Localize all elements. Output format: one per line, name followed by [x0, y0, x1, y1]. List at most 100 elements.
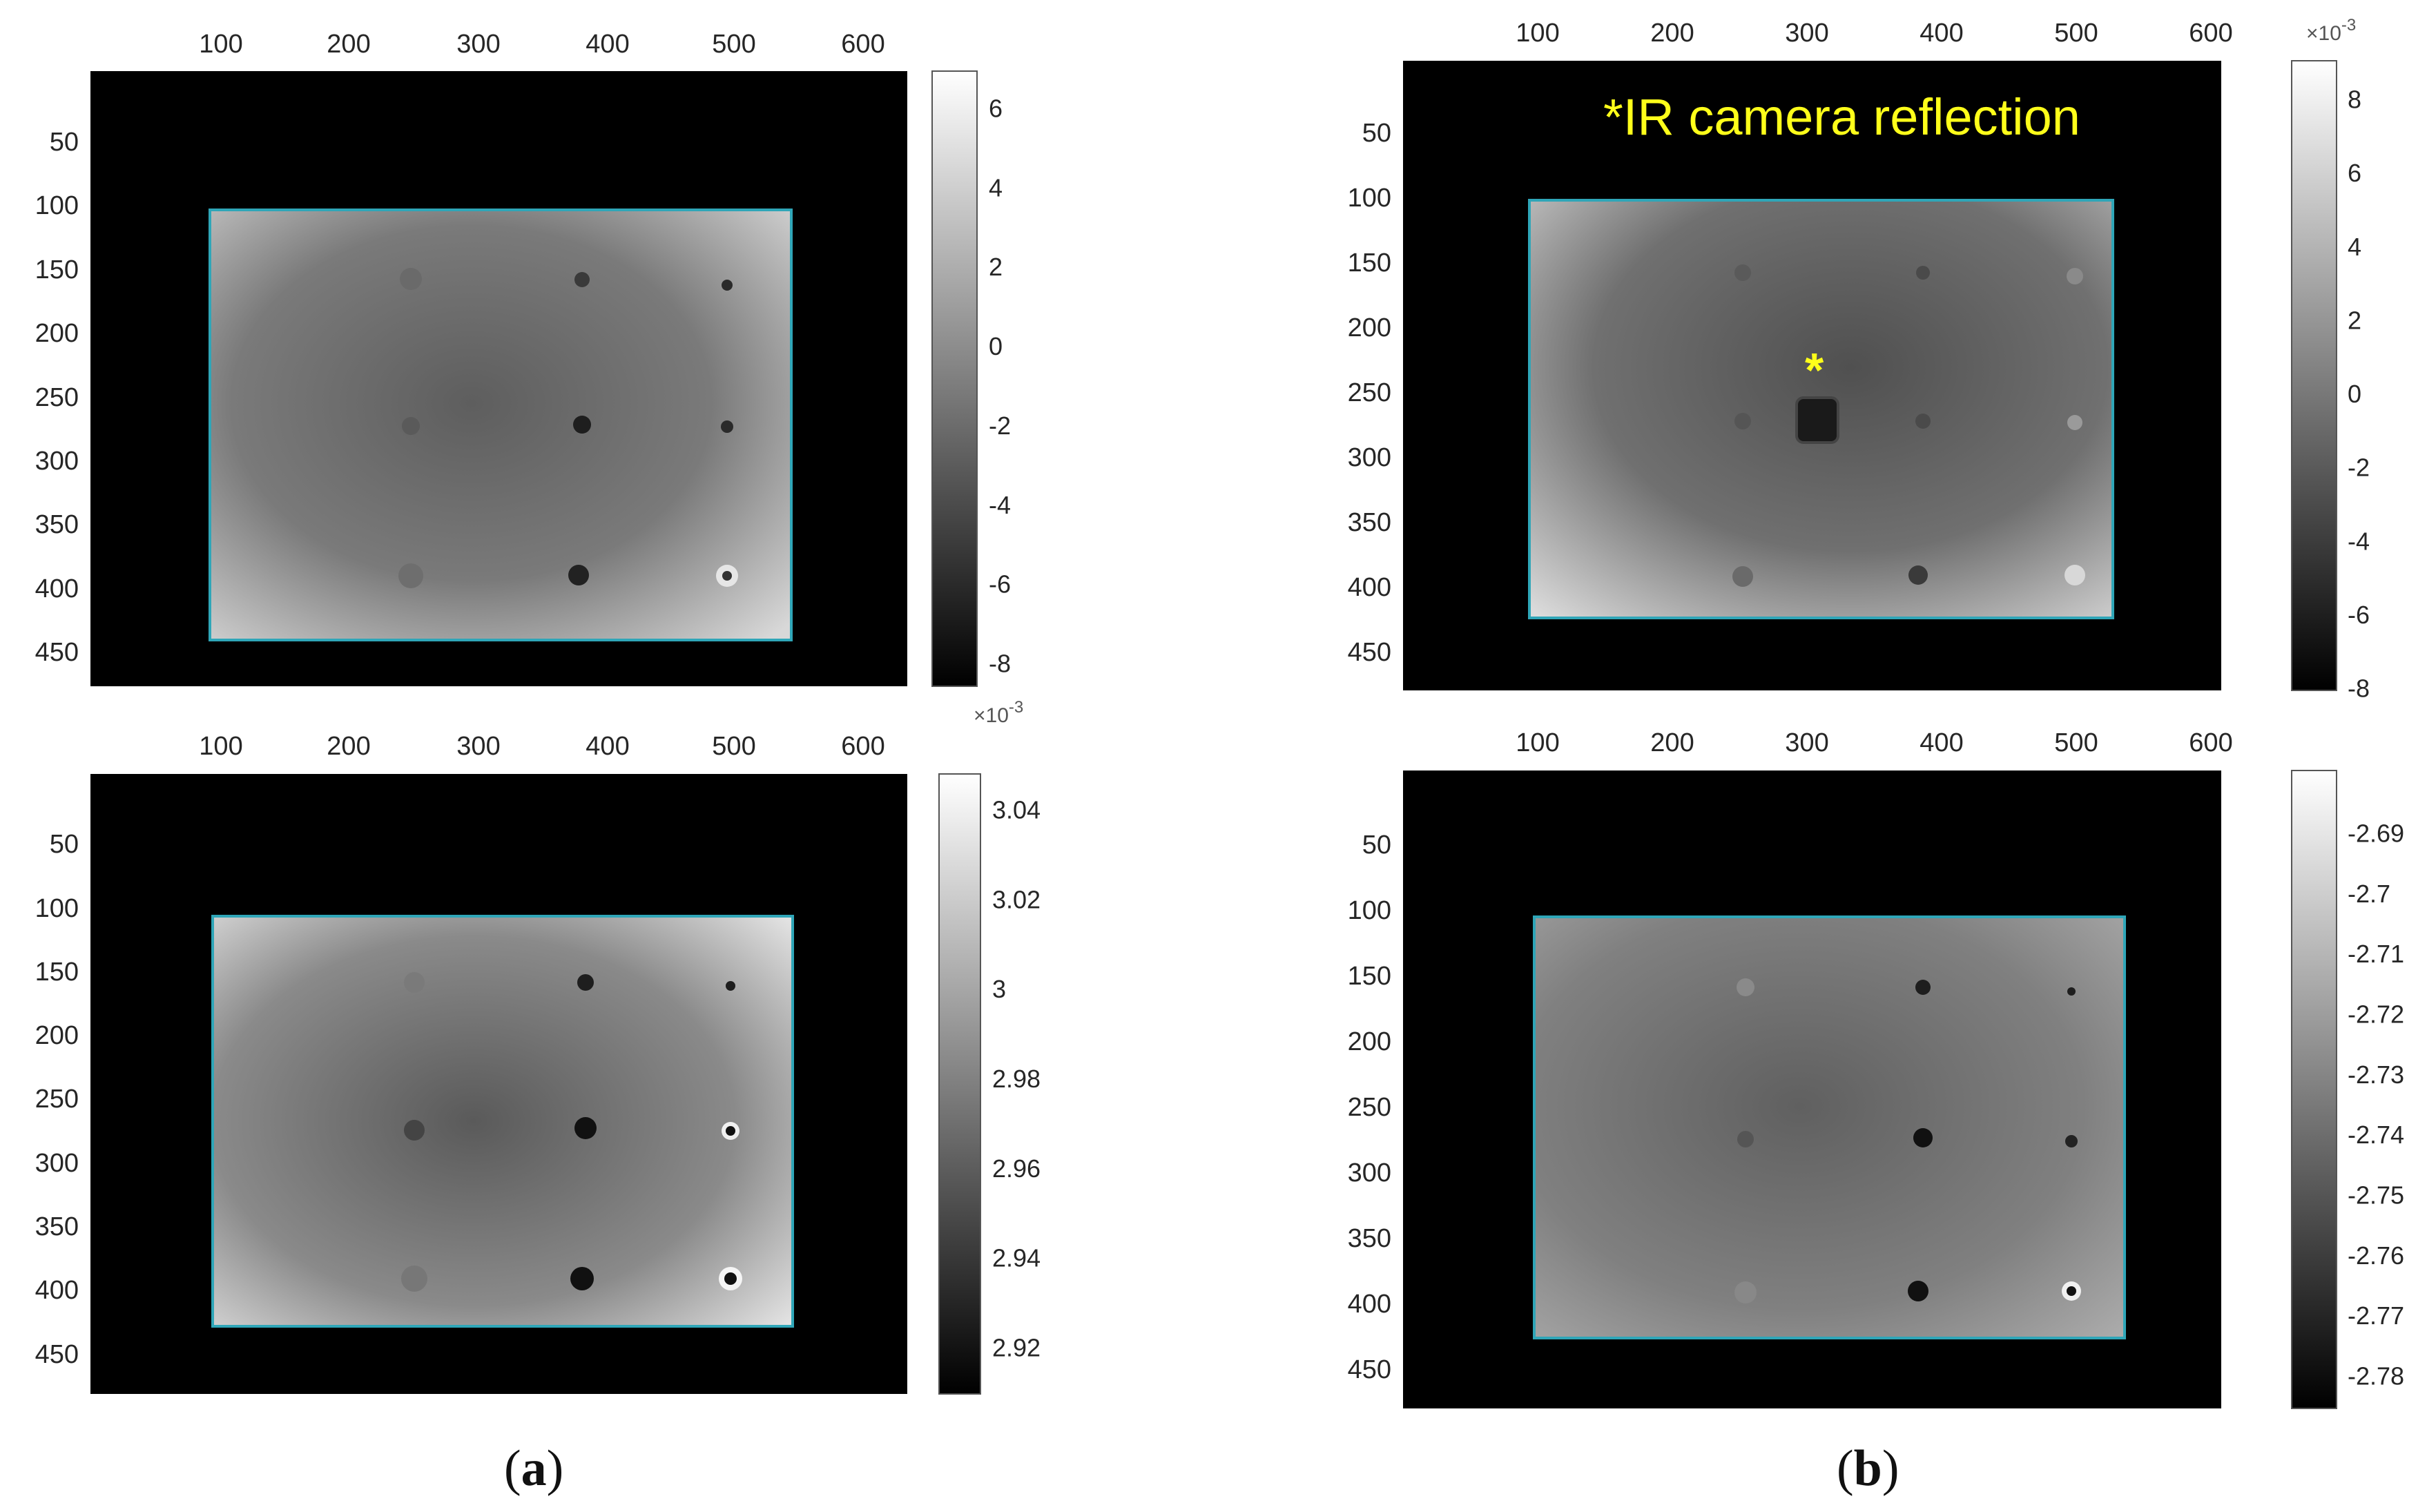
colorbar-tick-label: -4 — [2348, 527, 2370, 555]
y-tick-label: 450 — [1348, 638, 1391, 667]
x-tick-label: 100 — [1516, 19, 1559, 48]
x-tick-label: 600 — [841, 732, 884, 761]
x-tick-label: 100 — [199, 30, 242, 59]
colorbar-tick-label: -8 — [989, 650, 1011, 678]
colorbar-tick-label: -2.75 — [2348, 1181, 2404, 1210]
x-tick-label: 100 — [1516, 728, 1559, 757]
panel-a-top: 100 200 300 400 500 6005010015020025030035040… — [35, 30, 1011, 687]
caption-b-close: ) — [1882, 1440, 1899, 1497]
region-of-interest — [211, 915, 794, 1328]
colorbar-tick-label: 2 — [989, 253, 1003, 281]
colorbar — [2291, 770, 2337, 1409]
colorbar-tick-label: 2 — [2348, 306, 2361, 334]
colorbar-tick-label: 6 — [989, 95, 1003, 123]
y-tick-label: 100 — [35, 191, 79, 220]
y-tick-label: 200 — [35, 319, 79, 348]
y-tick-label: 250 — [35, 1085, 79, 1114]
y-tick-label: 250 — [1348, 378, 1391, 407]
ir-camera-reflection — [1795, 396, 1839, 444]
colorbar-tick-label: -2.72 — [2348, 1000, 2404, 1029]
y-tick-label: 350 — [35, 510, 79, 539]
panel-a-bottom: 100 200 300 400 500 600 50 100 150 200 250 300 350 40… — [35, 732, 1041, 1395]
colorbar-tick-label: -6 — [2348, 601, 2370, 629]
x-tick-label: 400 — [1920, 19, 1963, 48]
colorbar-exponent-b-top: ×10-3 — [2306, 16, 2356, 45]
x-tick-label: 400 — [1920, 728, 1963, 757]
y-tick-label: 200 — [35, 1021, 79, 1050]
y-tick-label: 50 — [50, 830, 79, 859]
colorbar-tick-label: -8 — [2348, 675, 2370, 703]
y-tick-label: 50 — [1362, 119, 1391, 148]
colorbar-tick-label: 2.92 — [992, 1334, 1041, 1362]
x-tick-label: 500 — [2054, 728, 2098, 757]
colorbar-exponent-a-bottom: ×10-3 — [974, 698, 1023, 727]
x-tick-label: 300 — [456, 30, 500, 59]
y-tick-label: 400 — [1348, 1290, 1391, 1319]
colorbar-tick-label: 2.98 — [992, 1065, 1041, 1093]
y-tick-label: 100 — [1348, 896, 1391, 925]
y-tick-label: 300 — [35, 1149, 79, 1178]
x-tick-label: 200 — [1650, 19, 1694, 48]
x-tick-label: 300 — [1785, 728, 1828, 757]
colorbar-tick-label: 0 — [2348, 380, 2361, 408]
y-tick-label: 450 — [35, 638, 79, 667]
caption-a-open: ( — [504, 1440, 521, 1497]
colorbar-tick-label: -2.73 — [2348, 1060, 2404, 1089]
caption-b: (b) — [1837, 1440, 1899, 1498]
x-tick-label: 400 — [586, 732, 629, 761]
colorbar-tick-label: 2.96 — [992, 1154, 1041, 1183]
y-tick-label: 150 — [1348, 962, 1391, 991]
panel-b-bottom: 100 200 300 400 500 600 50 100 150 200 250 300 350 40… — [1348, 728, 2404, 1409]
defect-spots — [1732, 264, 2085, 587]
region-of-interest — [209, 209, 793, 641]
caption-b-letter: b — [1853, 1440, 1882, 1497]
colorbar-tick-label: 6 — [2348, 159, 2361, 187]
y-tick-label: 400 — [1348, 573, 1391, 602]
reflection-marker: * — [1805, 343, 1824, 397]
colorbar-tick-label: 4 — [2348, 233, 2361, 261]
colorbar-tick-label: -2.74 — [2348, 1121, 2404, 1149]
y-tick-label: 150 — [35, 255, 79, 284]
defect-spots — [398, 268, 738, 588]
x-tick-label: 600 — [2189, 728, 2232, 757]
y-tick-label: 300 — [1348, 443, 1391, 472]
x-tick-label: 200 — [1650, 728, 1694, 757]
defect-spots — [1734, 978, 2081, 1303]
y-tick-label: 350 — [1348, 508, 1391, 537]
x-tick-label: 300 — [1785, 19, 1828, 48]
y-tick-label: 100 — [35, 894, 79, 923]
colorbar-tick-label: -2.76 — [2348, 1241, 2404, 1270]
x-tick-label: 500 — [712, 30, 755, 59]
x-tick-label: 100 — [199, 732, 242, 761]
y-tick-label: 100 — [1348, 184, 1391, 213]
colorbar-tick-label: -2 — [989, 411, 1011, 440]
colorbar — [938, 773, 981, 1395]
x-tick-label: 200 — [327, 30, 370, 59]
colorbar-tick-label: -2.7 — [2348, 880, 2390, 908]
colorbar-tick-label: -2.71 — [2348, 940, 2404, 968]
colorbar-tick-label: 0 — [989, 332, 1003, 360]
colorbar-tick-label: -2.77 — [2348, 1301, 2404, 1330]
x-tick-label: 400 — [586, 30, 629, 59]
y-tick-label: 250 — [1348, 1093, 1391, 1122]
caption-a-close: ) — [546, 1440, 564, 1497]
y-tick-label: 300 — [1348, 1159, 1391, 1188]
y-tick-label: 50 — [1362, 831, 1391, 860]
defect-spots — [401, 972, 742, 1292]
colorbar-tick-label: -6 — [989, 570, 1011, 599]
x-tick-label: 500 — [2054, 19, 2098, 48]
y-tick-label: 250 — [35, 383, 79, 412]
ir-reflection-annotation: *IR camera reflection — [1603, 88, 2080, 146]
y-tick-label: 450 — [1348, 1355, 1391, 1384]
caption-b-open: ( — [1837, 1440, 1854, 1497]
colorbar-tick-label: 4 — [989, 173, 1003, 202]
y-tick-label: 300 — [35, 447, 79, 476]
y-tick-label: 200 — [1348, 1027, 1391, 1056]
x-tick-label: 600 — [841, 30, 884, 59]
y-tick-label: 150 — [35, 958, 79, 987]
y-tick-label: 400 — [35, 574, 79, 603]
y-tick-label: 50 — [50, 128, 79, 157]
colorbar-tick-label: 3.02 — [992, 885, 1041, 913]
colorbar-tick-label: 2.94 — [992, 1244, 1041, 1272]
